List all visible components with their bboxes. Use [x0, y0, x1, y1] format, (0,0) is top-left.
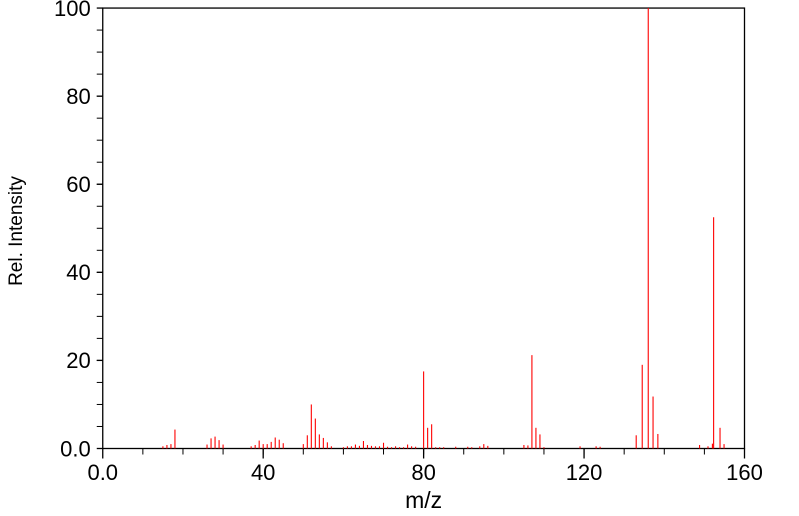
- svg-text:0.0: 0.0: [60, 436, 91, 461]
- svg-text:20: 20: [66, 348, 90, 373]
- svg-text:100: 100: [54, 0, 91, 21]
- svg-text:160: 160: [726, 460, 763, 485]
- svg-text:80: 80: [411, 460, 435, 485]
- svg-text:120: 120: [566, 460, 603, 485]
- svg-text:80: 80: [66, 84, 90, 109]
- svg-text:60: 60: [66, 172, 90, 197]
- svg-text:40: 40: [66, 260, 90, 285]
- svg-text:40: 40: [251, 460, 275, 485]
- svg-text:0.0: 0.0: [87, 460, 118, 485]
